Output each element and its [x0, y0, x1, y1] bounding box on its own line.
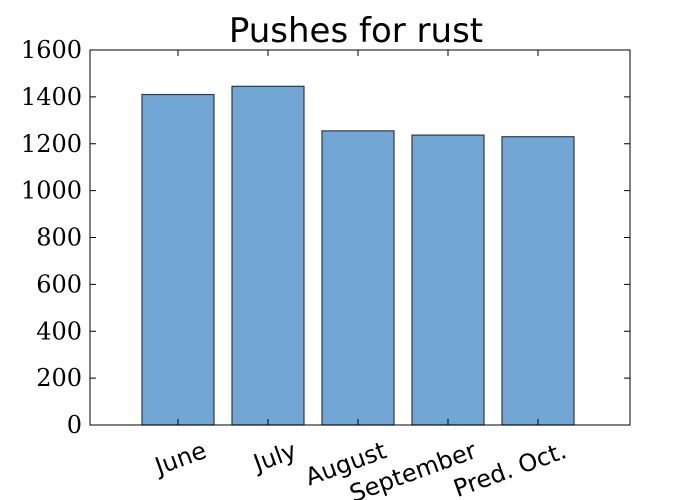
bar-august — [321, 130, 395, 426]
y-tick-label: 600 — [36, 270, 82, 298]
bar-june — [141, 93, 215, 426]
y-tick-label: 400 — [36, 317, 82, 345]
y-tick-label: 200 — [36, 364, 82, 392]
y-axis: 0 200 400 600 800 1000 1200 1400 1600 — [21, 36, 630, 439]
bar-july — [231, 85, 305, 426]
bars — [141, 85, 575, 426]
y-tick-label: 1200 — [21, 130, 82, 158]
y-tick-label: 800 — [36, 224, 82, 252]
y-tick-label: 0 — [67, 411, 82, 439]
bar-september — [411, 134, 485, 426]
x-tick-label: June — [149, 436, 210, 481]
y-tick-label: 1400 — [21, 83, 82, 111]
y-tick-label: 1600 — [21, 36, 82, 64]
bar-pred-oct — [501, 136, 575, 426]
y-tick-label: 1000 — [21, 177, 82, 205]
x-tick-label: July — [248, 436, 300, 478]
chart-title: Pushes for rust — [229, 11, 483, 51]
